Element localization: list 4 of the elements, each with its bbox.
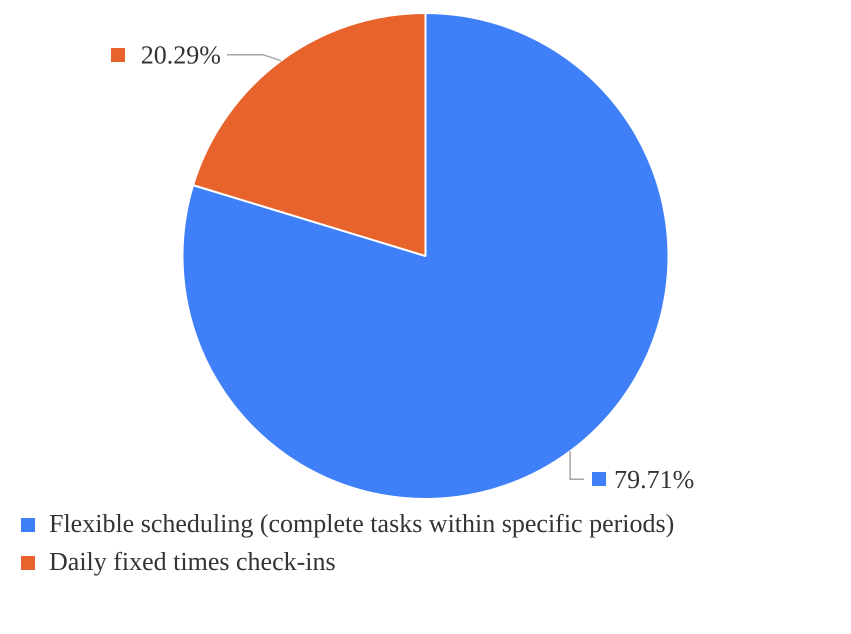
legend-label: Daily fixed times check-ins bbox=[49, 546, 336, 576]
data-label: 20.29% bbox=[140, 40, 221, 70]
data-label: 79.71% bbox=[614, 465, 694, 494]
legend-label: Flexible scheduling (complete tasks within specific periods) bbox=[49, 508, 674, 538]
